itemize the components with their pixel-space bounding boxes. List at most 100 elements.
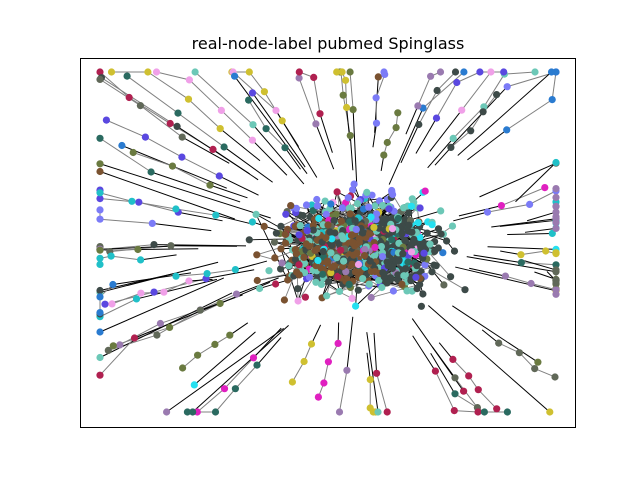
graph-edge — [506, 99, 553, 131]
graph-edge — [219, 128, 261, 162]
graph-node — [313, 202, 321, 210]
graph-node — [383, 408, 391, 416]
graph-node — [467, 127, 475, 135]
graph-node — [352, 302, 360, 310]
graph-node — [447, 143, 455, 151]
graph-node — [371, 267, 379, 276]
graph-node — [432, 262, 440, 270]
graph-edge — [207, 269, 236, 275]
graph-edge — [137, 248, 199, 251]
graph-node — [476, 68, 484, 76]
graph-node — [303, 227, 311, 235]
graph-edge — [501, 187, 546, 207]
graph-edge — [551, 71, 557, 100]
graph-edge — [163, 280, 190, 293]
graph-node — [419, 290, 427, 298]
graph-node — [493, 405, 501, 413]
graph-edge — [194, 71, 254, 126]
graph-edge — [113, 326, 170, 347]
graph-node — [487, 68, 495, 76]
graph-node — [231, 72, 239, 80]
graph-node — [380, 215, 388, 223]
graph-edge — [366, 352, 371, 380]
graph-node — [327, 249, 335, 257]
graph-edge — [505, 275, 532, 284]
graph-edge — [215, 388, 236, 413]
graph-node — [552, 290, 560, 298]
graph-edge — [235, 260, 268, 271]
graph-node — [447, 273, 455, 281]
graph-node — [371, 202, 379, 210]
graph-edge — [473, 254, 522, 264]
graph-node — [374, 73, 382, 81]
graph-node — [130, 334, 139, 342]
graph-node — [402, 265, 410, 273]
graph-node — [96, 189, 104, 197]
graph-node — [299, 212, 307, 220]
graph-edge — [454, 410, 479, 413]
graph-edge — [487, 203, 530, 213]
graph-node — [400, 272, 408, 280]
graph-node — [271, 254, 279, 262]
graph-node — [302, 201, 311, 209]
graph-node — [291, 255, 299, 264]
graph-node — [253, 361, 261, 369]
graph-node — [172, 205, 180, 213]
graph-node — [167, 242, 175, 250]
graph-node — [359, 229, 367, 237]
graph-node — [215, 172, 223, 180]
graph-node — [426, 240, 434, 248]
graph-edge — [156, 71, 190, 81]
graph-node — [312, 278, 320, 286]
graph-node — [163, 408, 171, 416]
graph-node — [548, 96, 556, 104]
graph-edge — [235, 364, 258, 390]
graph-node — [260, 88, 268, 96]
graph-node — [388, 225, 397, 233]
graph-edge — [298, 77, 317, 125]
graph-node — [394, 214, 402, 223]
graph-node — [501, 272, 509, 280]
graph-node — [321, 197, 329, 205]
graph-node — [153, 331, 161, 339]
graph-edge — [507, 71, 557, 88]
graph-edge — [461, 71, 492, 111]
graph-node — [292, 204, 301, 212]
graph-edge — [99, 218, 153, 224]
graph-node — [350, 180, 358, 188]
graph-node — [384, 262, 392, 270]
graph-edge — [99, 337, 135, 376]
graph-node — [262, 125, 270, 133]
graph-edge — [349, 135, 354, 171]
graph-node — [123, 72, 131, 80]
graph-node — [260, 222, 268, 230]
graph-node — [322, 210, 330, 218]
graph-node — [334, 339, 342, 347]
graph-edge — [504, 71, 536, 75]
graph-node — [421, 187, 429, 195]
graph-node — [295, 68, 303, 76]
graph-node — [343, 103, 351, 112]
graph-node — [217, 106, 225, 114]
graph-edge — [456, 71, 481, 83]
graph-edge — [526, 211, 557, 222]
graph-edge — [106, 119, 146, 138]
graph-node — [96, 75, 104, 83]
graph-edge — [436, 82, 458, 119]
graph-node — [552, 68, 560, 76]
graph-node — [96, 195, 104, 203]
graph-node — [96, 309, 104, 317]
graph-edge — [166, 327, 284, 413]
graph-node — [96, 246, 104, 254]
graph-edge — [193, 331, 256, 386]
graph-node — [349, 106, 357, 114]
graph-node — [517, 259, 526, 267]
graph-node — [346, 210, 354, 218]
graph-node — [552, 224, 560, 232]
graph-node — [363, 188, 371, 196]
graph-edge — [453, 211, 488, 222]
graph-node — [449, 134, 457, 142]
graph-node — [245, 96, 253, 104]
graph-node — [389, 190, 397, 199]
graph-node — [389, 287, 397, 295]
